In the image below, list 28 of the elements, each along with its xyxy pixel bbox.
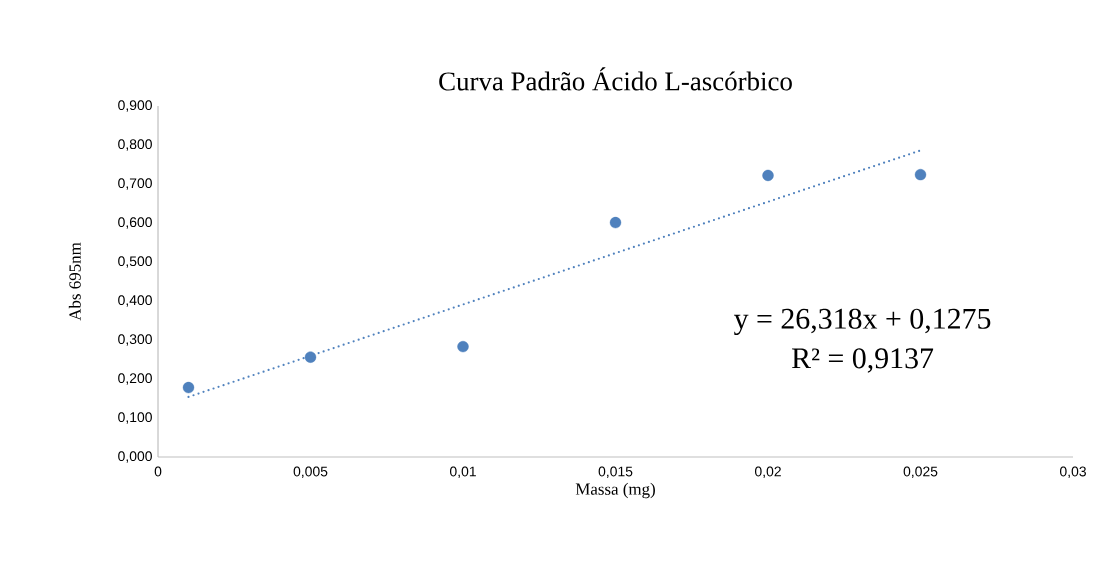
point — [762, 169, 774, 182]
x-tick-label: 0,025 — [903, 466, 938, 479]
x-tick-label: 0,005 — [293, 466, 328, 479]
y-axis-title: Abs 695nm — [68, 242, 81, 321]
point — [914, 168, 927, 181]
x-tick-label: 0,015 — [598, 466, 633, 479]
point — [182, 381, 195, 394]
y-tick-label: 0,800 — [118, 139, 152, 151]
annotation: R² = 0,9137 — [791, 348, 934, 373]
point — [609, 216, 622, 229]
chart-title: Curva Padrão Ácido L-ascórbico — [439, 67, 792, 91]
point — [457, 340, 469, 353]
x-axis-title: Massa (mg) — [575, 482, 655, 499]
y-tick-label: 0,700 — [118, 178, 152, 190]
y-tick-label: 0,000 — [118, 451, 152, 463]
y-tick-label: 0,300 — [118, 334, 152, 346]
y-tick-label: 0,500 — [118, 256, 152, 268]
y-tick-label: 0,900 — [118, 100, 152, 112]
annotation: y = 26,318x + 0,1275 — [733, 308, 991, 336]
x-tick-label: 0,01 — [449, 466, 476, 479]
x-tick-label: 0,02 — [754, 466, 781, 479]
x-tick-label: 0 — [154, 466, 162, 477]
y-tick-label: 0,600 — [118, 217, 152, 229]
y-tick-label: 0,400 — [118, 295, 152, 307]
x-tick-label: 0,03 — [1059, 466, 1086, 479]
y-tick-label: 0,200 — [118, 373, 152, 385]
y-tick-label: 0,100 — [118, 412, 152, 424]
point — [304, 351, 317, 363]
